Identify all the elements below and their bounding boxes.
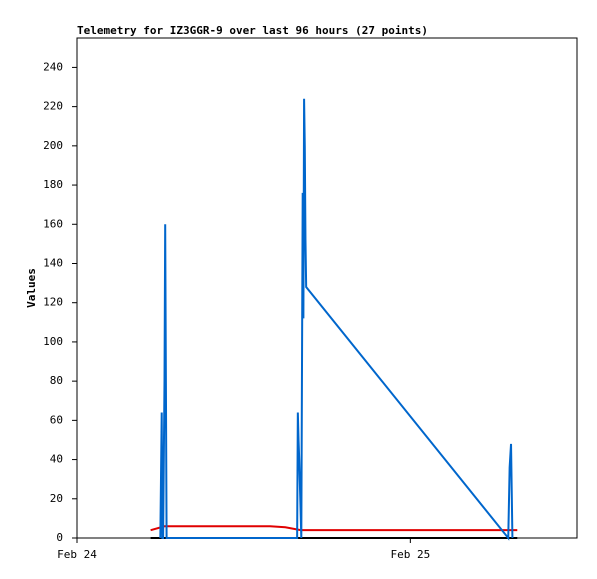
y-tick-label: 120 [43,296,63,309]
y-tick-label: 200 [43,139,63,152]
y-tick-label: 80 [50,374,63,387]
series-line [159,98,514,541]
chart-title: Telemetry for IZ3GGR-9 over last 96 hour… [77,24,428,37]
y-tick-label: 60 [50,413,63,426]
y-tick-label: 20 [50,492,63,505]
y-tick-label: 0 [56,531,63,544]
y-tick-label: 240 [43,60,63,73]
x-tick-label: Feb 24 [57,548,97,561]
y-tick-label: 220 [43,100,63,113]
y-tick-label: 140 [43,256,63,269]
plot-frame [76,37,578,539]
x-tick-label: Feb 25 [390,548,430,561]
y-tick-label: 180 [43,178,63,191]
series-line [150,525,518,532]
y-axis-label: Values [25,268,38,308]
y-tick-label: 100 [43,335,63,348]
y-tick-label: 40 [50,453,63,466]
y-tick-label: 160 [43,217,63,230]
